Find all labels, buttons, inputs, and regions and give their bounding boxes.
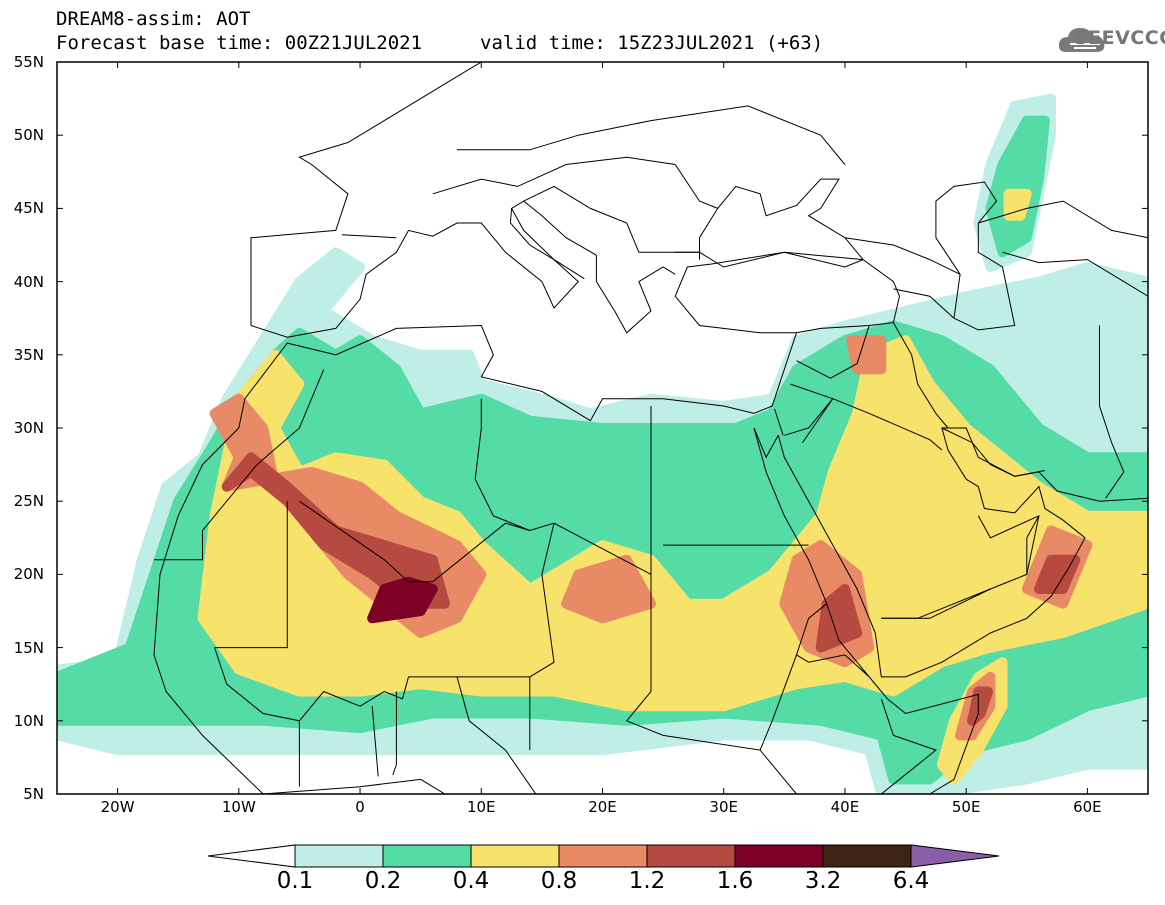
lon-label: 0	[355, 798, 365, 816]
border-westafrica	[214, 647, 530, 722]
colorbar-segment	[558, 844, 648, 868]
border-caucasus	[844, 237, 961, 275]
coast-blacksea-north	[699, 178, 864, 260]
colorbar-segment	[822, 844, 912, 868]
aot-level-0.8-iraq	[846, 335, 887, 375]
coast-iberia-med	[250, 200, 676, 338]
lon-label: 20W	[100, 798, 135, 816]
cloud-icon	[1058, 28, 1105, 52]
colorbar-label: 6.4	[892, 868, 930, 894]
border-sahara-2	[214, 501, 288, 649]
aot-field-layer	[57, 93, 1148, 794]
lon-label: 10E	[466, 798, 496, 816]
border-kazak	[978, 200, 1148, 239]
colorbar-label: 0.8	[540, 868, 578, 894]
lon-label: 10W	[221, 798, 256, 816]
border-iran-afg	[1099, 325, 1125, 499]
base-time: Forecast base time: 00Z21JUL2021	[56, 32, 423, 54]
lon-label: 60E	[1073, 798, 1102, 816]
lat-label: 20N	[13, 565, 44, 584]
border-kazak-2	[1002, 251, 1148, 297]
colorbar-label: 0.4	[452, 868, 490, 894]
border-iraq-iran	[892, 322, 949, 429]
coast-italy-east	[509, 208, 585, 280]
border-sahara-1	[154, 369, 325, 561]
colorbar-segment	[294, 844, 384, 868]
chart-title: DREAM8-assim: AOT	[56, 8, 251, 30]
colorbar-label: 1.6	[716, 868, 754, 894]
coast-africa-south	[153, 654, 446, 794]
border-saudi	[802, 398, 943, 451]
coast-africa-west	[153, 251, 864, 655]
colorbar-segment	[470, 844, 560, 868]
colorbar-label: 1.2	[628, 868, 666, 894]
border-iran	[893, 288, 955, 319]
lat-label: 10N	[13, 711, 44, 730]
coast-europe	[250, 62, 482, 326]
aot-level-1.2-redsea	[815, 584, 863, 653]
border-libya	[474, 398, 652, 576]
border-ethiopia-2	[796, 654, 870, 678]
aot-level-1.6	[367, 576, 438, 624]
border-chad	[529, 523, 555, 751]
lat-label: 50N	[13, 126, 44, 145]
lat-label: 25N	[13, 492, 44, 511]
colorbar-label: 0.1	[276, 868, 314, 894]
border-jordan	[784, 383, 834, 436]
border-oman	[1026, 515, 1040, 575]
border-europe-2	[432, 156, 718, 209]
coast-arabia	[777, 427, 1148, 678]
colorbar-segment	[382, 844, 472, 868]
coast-gulf-persian	[941, 427, 1046, 477]
colorbar-over-triangle	[910, 844, 1000, 868]
colorbar	[207, 844, 1000, 868]
border-syria	[796, 325, 870, 379]
coast-sinai	[753, 427, 779, 459]
colorbar-segment	[734, 844, 824, 868]
colorbar-under-triangle	[207, 844, 296, 868]
border-turkey	[675, 251, 901, 334]
aot-level-0.4-caspian	[1003, 188, 1032, 221]
lon-label: 30E	[709, 798, 738, 816]
lon-label: 20E	[588, 798, 617, 816]
lon-label: 40E	[830, 798, 860, 816]
aot-level-1.2-oman	[1033, 554, 1081, 594]
border-europe-3	[457, 105, 846, 165]
lat-label: 45N	[13, 199, 44, 218]
lat-label: 5N	[23, 785, 44, 803]
border-algeria-niger	[299, 500, 530, 583]
valid-time: valid time: 15Z23JUL2021 (+63)	[480, 32, 824, 54]
logo-text: SEEVCCC	[1074, 27, 1165, 49]
lat-label: 35N	[13, 345, 44, 364]
aot-level-0.2-caspian	[985, 115, 1050, 258]
colorbar-label: 0.2	[364, 868, 402, 894]
lat-label: 55N	[13, 53, 44, 71]
border-balkans	[523, 185, 700, 253]
lat-label: 30N	[13, 419, 44, 437]
colorbar-segment	[646, 844, 736, 868]
axis-ticks	[57, 61, 1148, 795]
border-nigeria	[392, 691, 397, 776]
lon-label: 50E	[951, 798, 981, 816]
coastline-layer	[153, 62, 1148, 794]
lat-label: 40N	[13, 272, 44, 291]
colorbar-label: 3.2	[804, 868, 842, 894]
lat-label: 15N	[13, 638, 44, 657]
border-ethiopia	[759, 698, 937, 794]
coast-caspian	[935, 181, 1016, 331]
border-yemen	[881, 588, 991, 619]
border-westafrica-3	[371, 706, 379, 777]
border-europe	[341, 234, 397, 239]
border-sinai	[774, 408, 784, 436]
aot-level-0.8-sudan	[561, 554, 656, 624]
border-cameroon	[456, 676, 537, 794]
